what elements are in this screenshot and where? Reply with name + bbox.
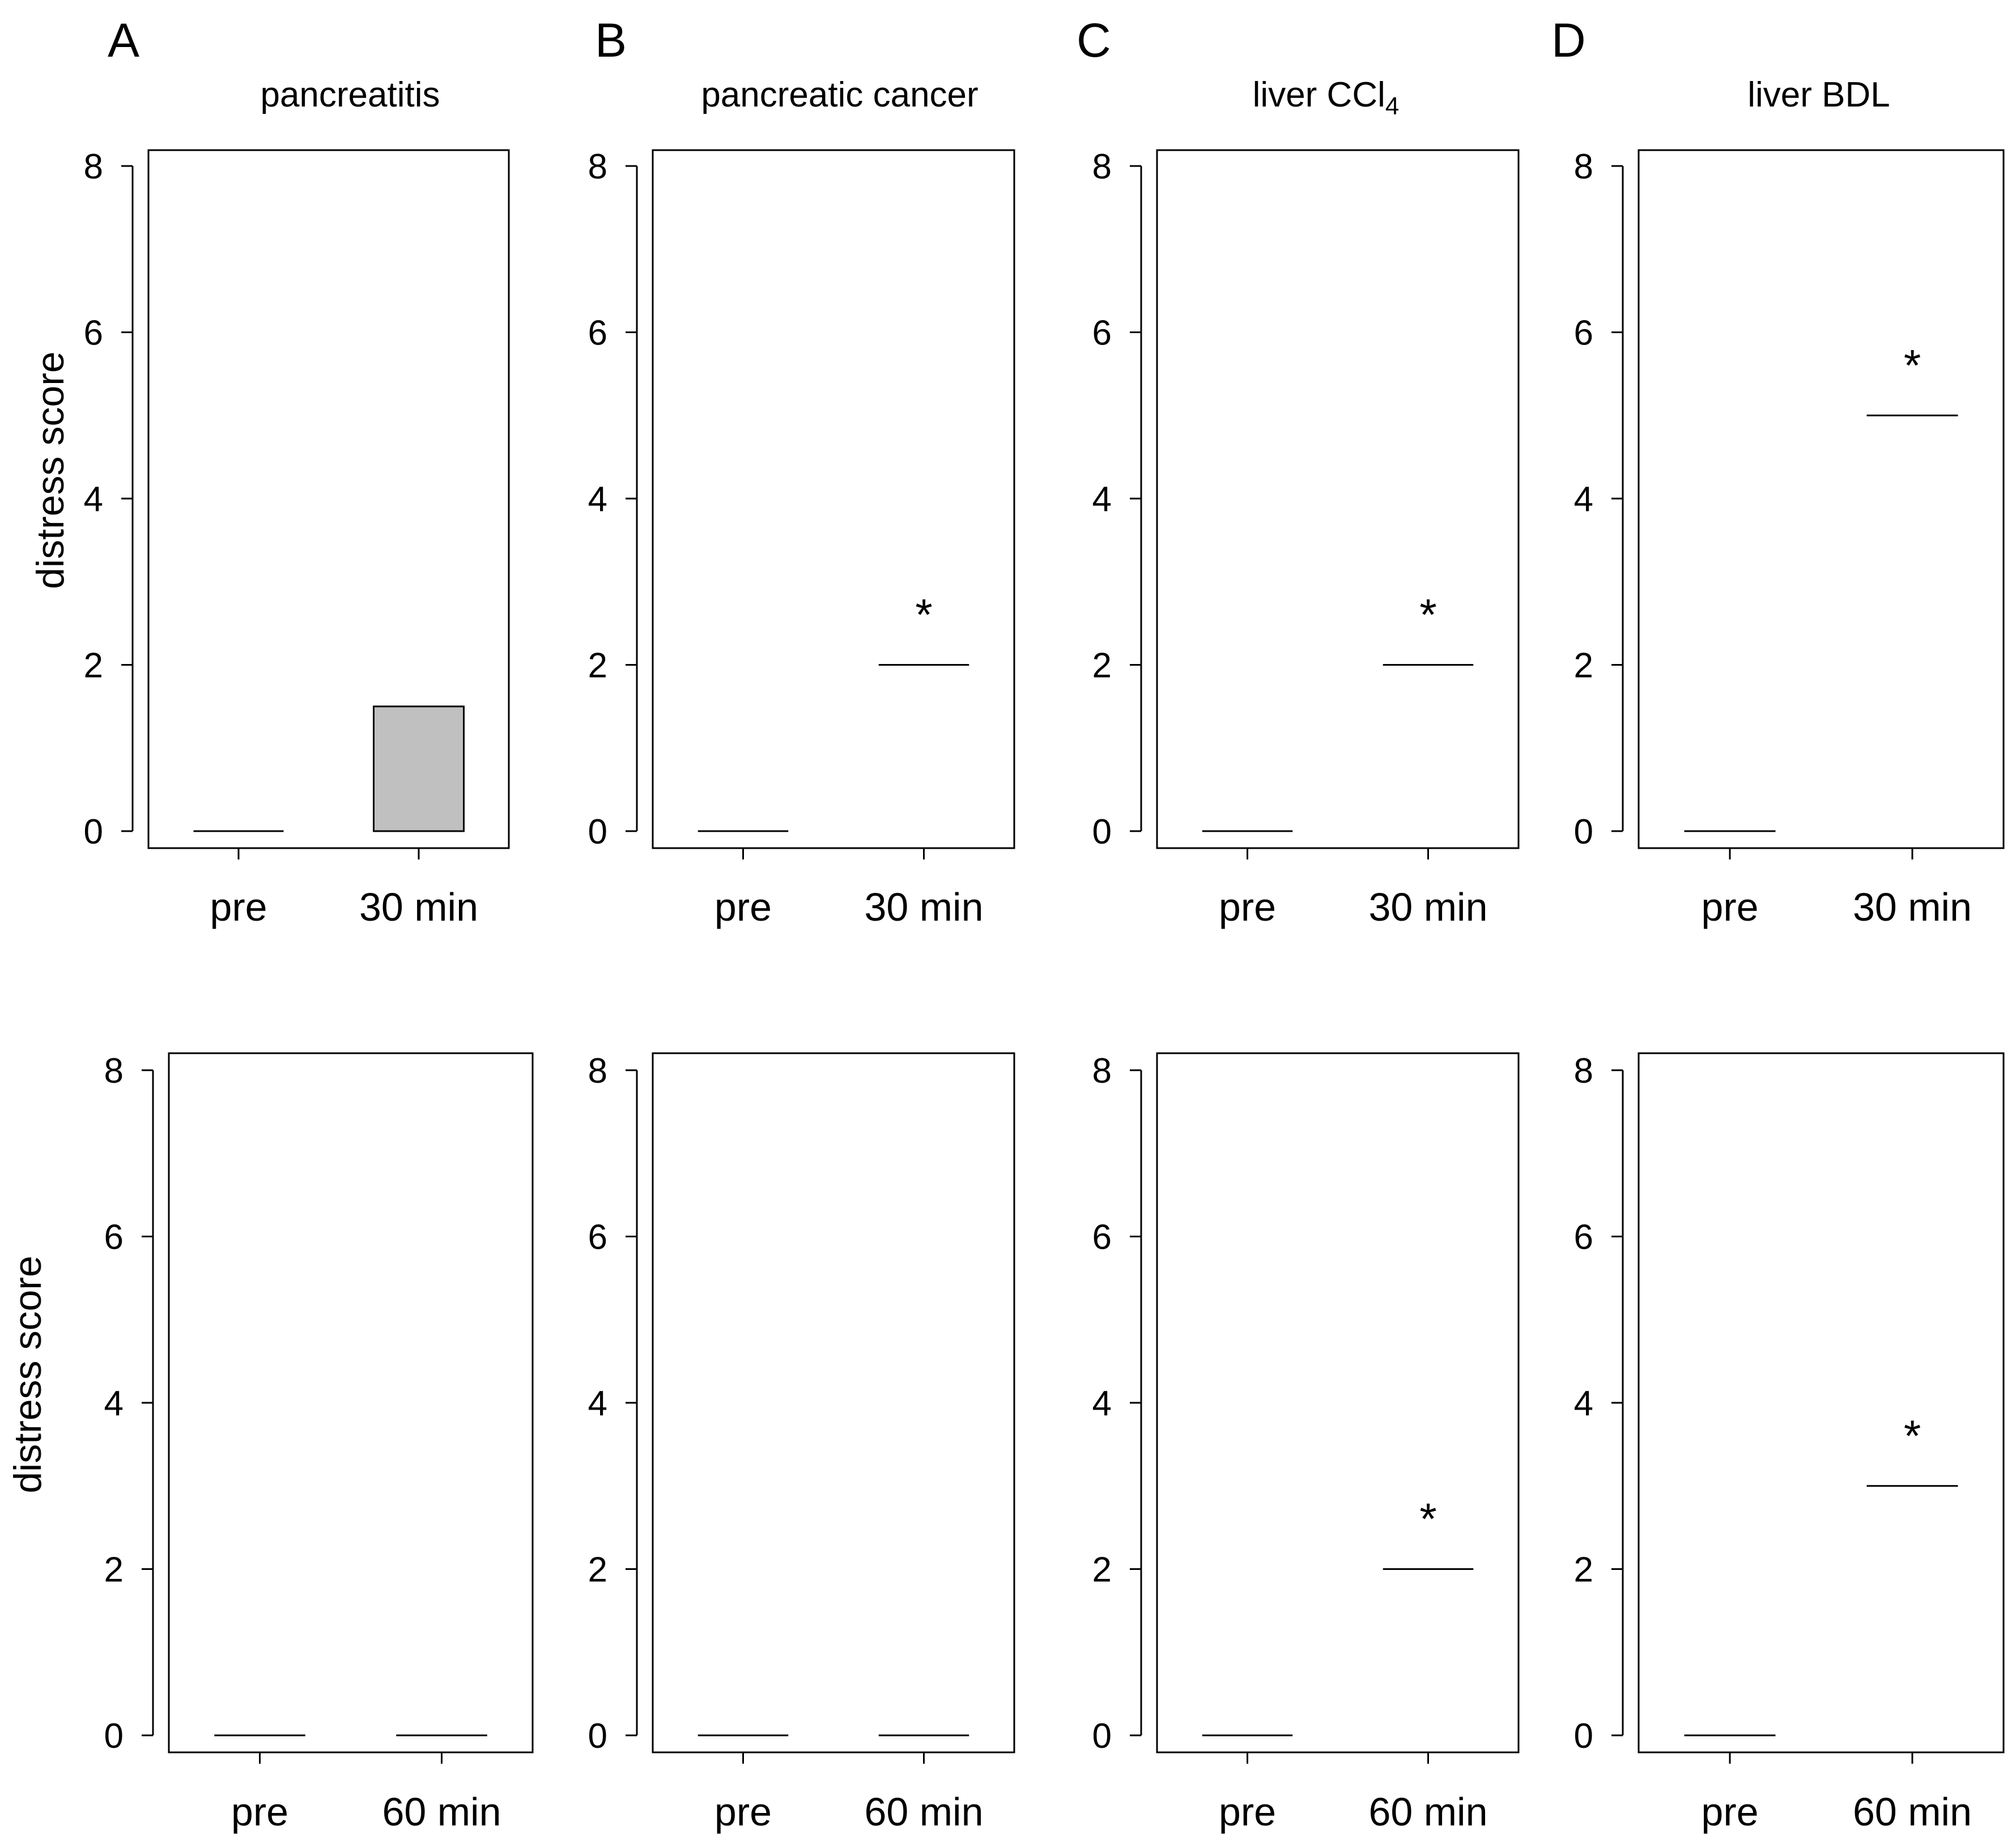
x-category-label: pre [1219,885,1276,929]
x-category-label: pre [1219,1790,1276,1834]
plot-frame [168,1052,534,1753]
y-tick-label: 8 [1574,147,1593,186]
y-tick-label: 6 [84,314,103,353]
y-tick-label: 0 [588,812,607,852]
panel-title: liver CCl4 [1253,75,1400,120]
plot-frame [147,149,510,849]
panel-title-main: pancreatic cancer [701,75,978,114]
y-tick-label: 4 [104,1384,124,1423]
y-tick-label: 2 [1574,646,1593,686]
y-tick-label: 2 [588,1551,607,1590]
y-tick-label: 2 [1092,1551,1112,1590]
y-tick-label: 0 [588,1717,607,1756]
significance-star: * [1419,1494,1436,1544]
x-category-label: pre [714,885,772,929]
chart-b-bottom: 0 2 4 6 8 pre 60 min [588,1052,1015,1834]
panel-title: liver BDL [1747,75,1890,114]
y-tick-label: 8 [1092,1052,1112,1091]
chart-c-top: 0 2 4 6 8 pre 30 min * [1092,147,1520,929]
plot-frame [1156,149,1520,849]
chart-d-top: 0 2 4 6 8 pre 30 min * [1574,147,2005,929]
y-tick-label: 0 [1574,812,1593,852]
plot-frame [652,149,1015,849]
significance-star: * [1904,1411,1921,1461]
y-tick-label: 4 [1574,480,1593,519]
chart-d-bottom: 0 2 4 6 8 pre 60 min * [1574,1052,2005,1834]
panel-title-main: liver BDL [1747,75,1890,114]
y-tick-label: 4 [1574,1384,1593,1423]
y-tick-label: 4 [1092,1384,1112,1423]
y-tick-label: 6 [588,314,607,353]
x-category-label: 30 min [864,885,983,929]
y-tick-label: 6 [1092,314,1112,353]
data-box [373,705,465,832]
y-tick-label: 6 [1574,314,1593,353]
significance-star: * [915,590,932,640]
panel-letter: A [108,14,139,67]
x-category-label: pre [231,1790,288,1834]
panel-title-main: pancreatitis [260,75,440,114]
plot-frame [1638,1052,2005,1753]
y-tick-label: 0 [104,1717,124,1756]
y-tick-label: 4 [588,1384,607,1423]
chart-c-bottom: 0 2 4 6 8 pre 60 min * [1092,1052,1520,1834]
significance-star: * [1904,340,1921,390]
significance-star: * [1419,590,1436,640]
y-tick-label: 2 [588,646,607,686]
plot-frame [1156,1052,1520,1753]
y-tick-label: 2 [1574,1551,1593,1590]
y-axis-title: distress score [29,351,72,589]
x-category-label: 60 min [382,1790,501,1834]
y-tick-label: 8 [1574,1052,1593,1091]
y-tick-label: 2 [104,1551,124,1590]
y-tick-label: 2 [1092,646,1112,686]
y-tick-label: 4 [84,480,103,519]
y-tick-label: 8 [1092,147,1112,186]
x-category-label: pre [210,885,267,929]
x-category-label: 60 min [864,1790,983,1834]
y-tick-label: 6 [588,1218,607,1257]
x-category-label: 30 min [1368,885,1487,929]
y-tick-label: 4 [588,480,607,519]
y-tick-label: 6 [104,1218,124,1257]
x-category-label: 30 min [359,885,478,929]
panel-letter: C [1077,14,1111,67]
panel-title-main: liver CCl [1253,75,1385,114]
x-category-label: 60 min [1368,1790,1487,1834]
y-axis-title: distress score [6,1255,49,1493]
x-category-label: 30 min [1853,885,1972,929]
panel-title: pancreatitis [260,75,440,114]
y-tick-label: 4 [1092,480,1112,519]
y-tick-label: 8 [588,1052,607,1091]
chart-b-top: 0 2 4 6 8 pre 30 min * [588,147,1015,929]
panel-letter: D [1551,14,1586,67]
x-category-label: pre [1701,885,1758,929]
y-tick-label: 6 [1574,1218,1593,1257]
y-tick-label: 8 [588,147,607,186]
y-tick-label: 6 [1092,1218,1112,1257]
x-category-label: pre [1701,1790,1758,1834]
panel-title-subscript: 4 [1385,92,1399,120]
chart-a-bottom: 0 2 4 6 8 pre 60 min distress score [6,1052,534,1834]
x-category-label: 60 min [1853,1790,1972,1834]
x-category-label: pre [714,1790,772,1834]
plot-frame [652,1052,1015,1753]
y-tick-label: 0 [1092,812,1112,852]
y-tick-label: 0 [1092,1717,1112,1756]
panel-title: pancreatic cancer [701,75,978,114]
y-tick-label: 2 [84,646,103,686]
panel-letter: B [595,14,627,67]
plot-frame [1638,149,2005,849]
chart-a-top: 0 2 4 6 8 pre 30 min distress score [29,147,510,929]
y-tick-label: 0 [84,812,103,852]
y-tick-label: 8 [84,147,103,186]
y-tick-label: 0 [1574,1717,1593,1756]
y-tick-label: 8 [104,1052,124,1091]
